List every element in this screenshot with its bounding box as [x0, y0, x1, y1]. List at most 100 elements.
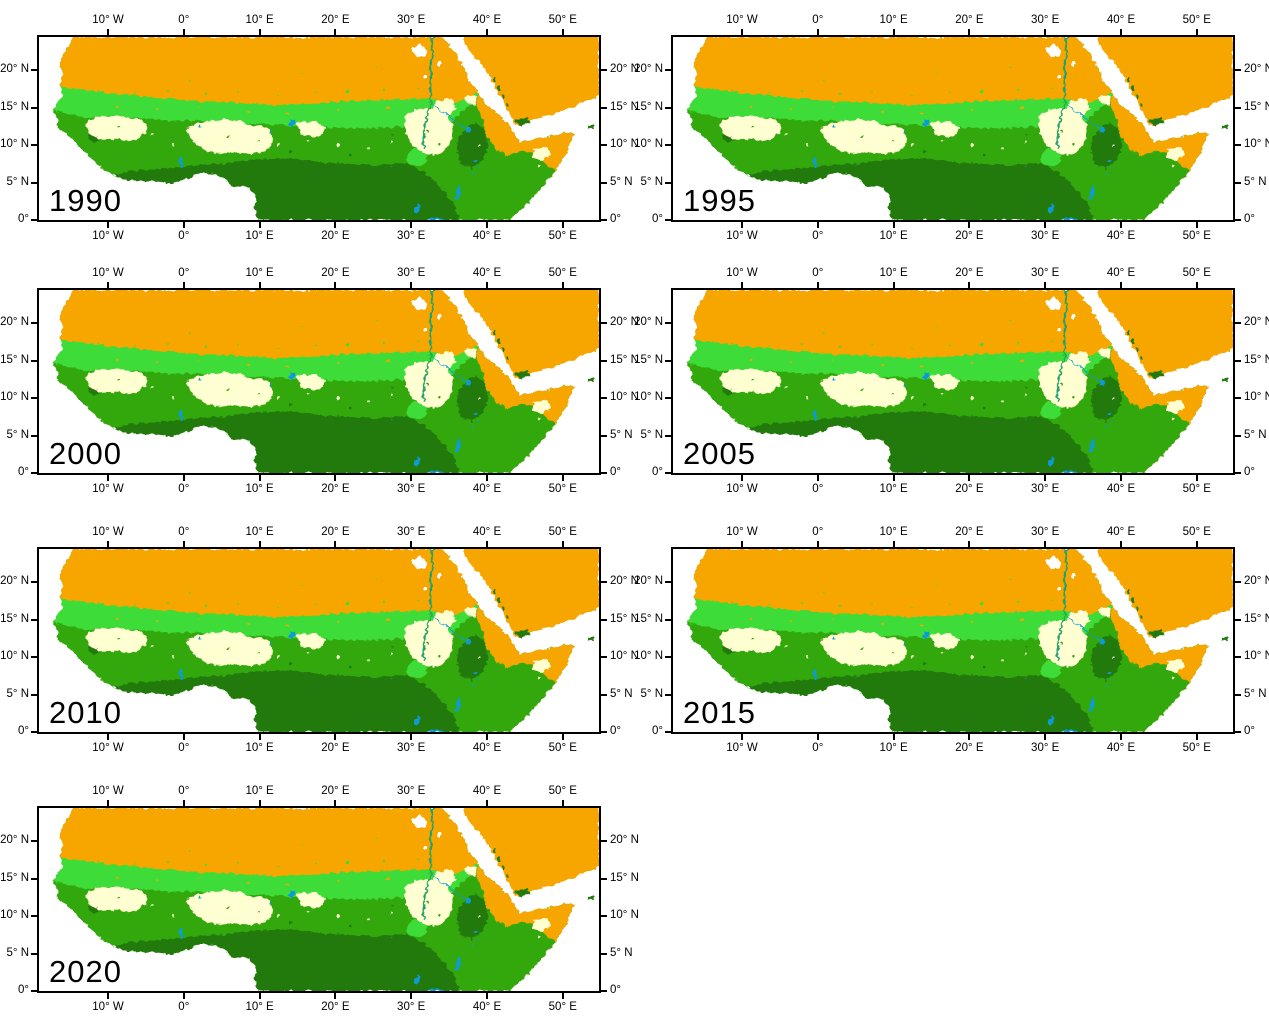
lon-tick-label: 30° E	[397, 14, 426, 26]
lat-tick-left	[31, 731, 37, 733]
lon-tick-top	[334, 541, 337, 547]
lon-tick-bottom	[258, 993, 261, 999]
lon-tick-label: 10° E	[245, 230, 274, 242]
lon-tick-top	[1120, 282, 1122, 288]
lat-tick-label: 15° N	[634, 353, 663, 366]
lon-tick-label: 50° E	[1182, 14, 1211, 26]
lon-tick-bottom	[334, 993, 337, 999]
lat-tick-right	[1235, 656, 1241, 658]
lon-tick-top	[107, 282, 109, 288]
lon-tick-label: 0°	[812, 483, 824, 495]
lon-tick-label: 50° E	[1182, 742, 1211, 754]
lon-tick-label: 40° E	[1106, 483, 1136, 495]
lat-tick-label: 15° N	[1244, 612, 1269, 625]
lon-tick-top	[1044, 541, 1047, 547]
lat-tick-label: 0°	[18, 466, 29, 478]
lat-tick-label: 10° N	[0, 909, 29, 921]
lat-tick-label: 20° N	[1244, 316, 1269, 328]
lat-tick-right	[1235, 618, 1241, 621]
lon-tick-bottom	[107, 734, 109, 740]
landcover-map	[673, 290, 1233, 473]
lon-tick-top	[561, 282, 564, 288]
landcover-map	[39, 549, 599, 732]
landcover-map	[673, 37, 1233, 220]
map-frame: 2015	[671, 547, 1235, 734]
lat-tick-left	[31, 990, 37, 992]
lon-tick-label: 30° E	[1031, 267, 1060, 279]
lat-tick-right	[1235, 397, 1241, 399]
lon-tick-bottom	[258, 475, 261, 481]
lat-tick-right	[601, 952, 607, 955]
lon-tick-bottom	[1120, 475, 1122, 481]
lon-tick-label: 30° E	[397, 785, 426, 797]
lat-tick-label: 20° N	[1244, 575, 1269, 587]
lat-tick-label: 20° N	[610, 63, 639, 75]
lon-tick-top	[107, 800, 109, 806]
lat-tick-label: 10° N	[0, 650, 29, 662]
lon-tick-top	[816, 282, 819, 288]
lon-tick-bottom	[486, 222, 488, 228]
lon-tick-label: 10° W	[92, 742, 124, 754]
lon-tick-label: 20° E	[321, 483, 350, 495]
lat-tick-left	[665, 181, 671, 184]
lon-tick-bottom	[968, 475, 971, 481]
lon-tick-label: 20° E	[321, 785, 350, 797]
lat-tick-left	[31, 322, 37, 324]
lon-tick-bottom	[1044, 222, 1047, 228]
lat-tick-left	[31, 840, 37, 842]
lon-tick-label: 20° E	[955, 267, 984, 279]
lon-tick-bottom	[334, 734, 337, 740]
lon-tick-label: 10° W	[92, 483, 124, 495]
lat-tick-label: 0°	[1244, 725, 1255, 737]
lat-tick-left	[665, 472, 671, 474]
lon-tick-label: 30° E	[397, 526, 426, 538]
lat-tick-label: 10° N	[610, 650, 639, 662]
lat-tick-label: 20° N	[1244, 63, 1269, 75]
lat-tick-label: 0°	[652, 466, 663, 478]
lon-tick-bottom	[486, 475, 488, 481]
lat-tick-label: 5° N	[640, 175, 664, 188]
lat-tick-label: 20° N	[634, 316, 663, 328]
lon-tick-label: 0°	[812, 230, 824, 242]
lat-tick-label: 0°	[18, 984, 29, 996]
lat-tick-label: 10° N	[1244, 138, 1269, 150]
lon-tick-top	[561, 541, 564, 547]
lat-tick-right	[601, 359, 607, 362]
lat-tick-right	[1235, 69, 1241, 71]
lon-tick-label: 0°	[812, 14, 824, 26]
lat-tick-label: 20° N	[610, 575, 639, 587]
lon-tick-bottom	[410, 475, 413, 481]
map-frame: 2020	[37, 806, 601, 993]
lon-tick-bottom	[1044, 734, 1047, 740]
lat-tick-label: 10° N	[610, 909, 639, 921]
lat-tick-label: 10° N	[610, 391, 639, 403]
year-label: 1995	[683, 183, 756, 218]
lon-tick-bottom	[561, 475, 564, 481]
lat-tick-right	[1235, 472, 1241, 474]
lat-tick-left	[31, 472, 37, 474]
lon-tick-top	[486, 282, 488, 288]
lon-tick-label: 10° E	[245, 14, 274, 26]
lat-tick-right	[601, 618, 607, 621]
lon-tick-bottom	[182, 475, 185, 481]
lat-tick-label: 5° N	[640, 687, 664, 700]
lon-tick-label: 20° E	[321, 1001, 350, 1013]
lat-tick-left	[665, 69, 671, 71]
lon-tick-bottom	[486, 734, 488, 740]
lon-tick-label: 30° E	[1031, 526, 1060, 538]
lat-tick-label: 15° N	[0, 871, 29, 884]
lon-tick-bottom	[968, 222, 971, 228]
lat-tick-label: 15° N	[610, 353, 639, 366]
map-panel-4: 2005 10° W 10° W 0° 0° 10° E 10° E 20° E 20° E 30…	[634, 253, 1269, 506]
lon-tick-label: 40° E	[472, 483, 502, 495]
lon-tick-top	[410, 800, 413, 806]
lat-tick-right	[601, 144, 607, 146]
lon-tick-bottom	[1120, 734, 1122, 740]
lat-tick-right	[1235, 434, 1241, 437]
lat-tick-right	[601, 219, 607, 221]
lat-tick-right	[601, 656, 607, 658]
lon-tick-top	[410, 282, 413, 288]
lon-tick-bottom	[816, 475, 819, 481]
lat-tick-right	[601, 322, 607, 324]
lon-tick-top	[486, 541, 488, 547]
